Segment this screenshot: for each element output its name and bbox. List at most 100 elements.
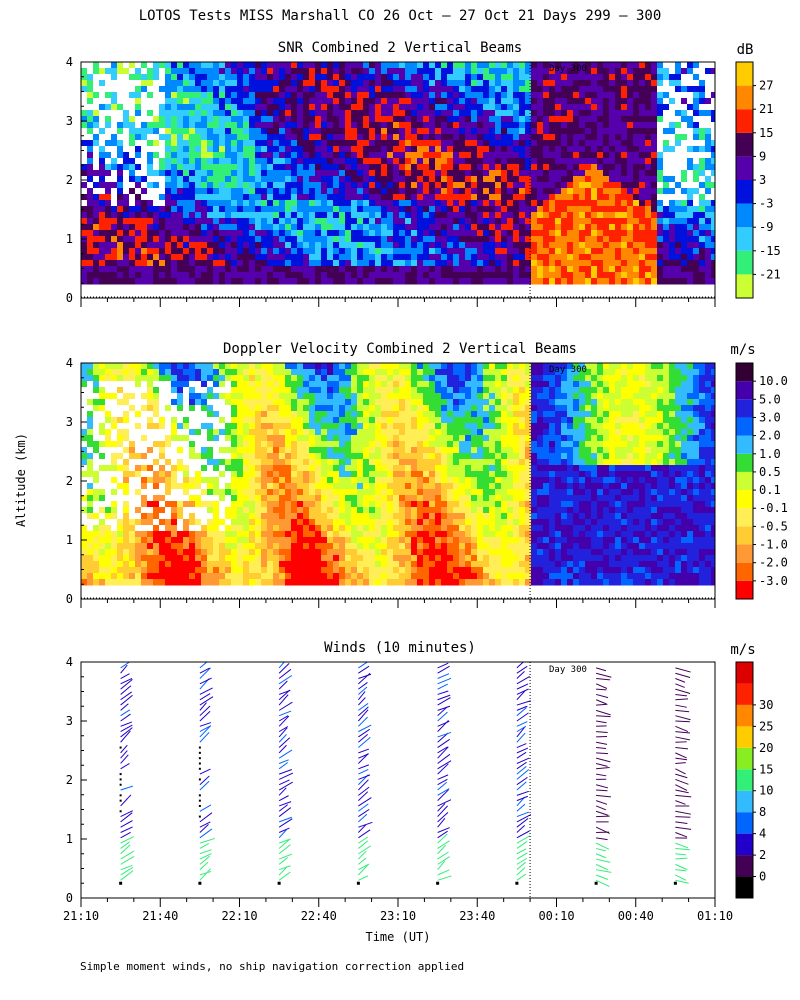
y-axis-label: Altitude (km): [14, 433, 28, 527]
snr-cell: [489, 104, 496, 111]
snr-cell: [483, 188, 490, 195]
snr-cell: [453, 110, 460, 117]
snr-cell: [111, 134, 118, 141]
snr-cell: [699, 194, 706, 201]
snr-cell: [219, 68, 226, 75]
doppler-cell: [81, 405, 88, 412]
doppler-cell: [81, 525, 88, 532]
doppler-cell: [177, 405, 184, 412]
snr-cell: [135, 188, 142, 195]
snr-cell: [87, 152, 94, 159]
snr-cell: [81, 122, 88, 129]
snr-cell: [519, 254, 526, 261]
snr-cell: [177, 242, 184, 249]
snr-cell: [567, 236, 574, 243]
snr-cell: [237, 254, 244, 261]
snr-cell: [291, 212, 298, 219]
doppler-cell: [219, 387, 226, 394]
doppler-cell: [183, 405, 190, 412]
doppler-cell: [189, 405, 196, 412]
snr-cell: [567, 140, 574, 147]
snr-cell: [177, 146, 184, 153]
snr-cell: [681, 140, 688, 147]
snr-cell: [261, 152, 268, 159]
snr-cell: [123, 68, 130, 75]
snr-cell: [699, 122, 706, 129]
snr-cell: [231, 182, 238, 189]
snr-cell: [117, 182, 124, 189]
snr-cell: [711, 74, 715, 81]
snr-cell: [357, 164, 364, 171]
snr-cell: [687, 140, 694, 147]
snr-cell: [327, 224, 334, 231]
doppler-cell: [153, 453, 160, 460]
snr-cell: [351, 98, 358, 105]
snr-cell: [183, 146, 190, 153]
snr-cell: [669, 260, 676, 267]
snr-cell: [465, 182, 472, 189]
snr-cell: [165, 104, 172, 111]
snr-cell: [369, 242, 376, 249]
snr-cell: [459, 158, 466, 165]
snr-cell: [141, 110, 148, 117]
snr-cell: [285, 80, 292, 87]
snr-cell: [579, 248, 586, 255]
snr-cell: [483, 152, 490, 159]
doppler-cell: [135, 393, 142, 400]
snr-cell: [297, 170, 304, 177]
doppler-cell: [159, 489, 166, 496]
snr-cell: [339, 188, 346, 195]
snr-cell: [363, 128, 370, 135]
colorbar-swatch: [736, 85, 753, 110]
snr-cell: [171, 86, 178, 93]
snr-cell: [195, 104, 202, 111]
snr-cell: [177, 116, 184, 123]
snr-cell: [519, 260, 526, 267]
snr-cell: [447, 134, 454, 141]
snr-cell: [489, 164, 496, 171]
snr-cell: [321, 62, 328, 69]
doppler-cell: [183, 447, 190, 454]
snr-cell: [603, 134, 610, 141]
snr-cell: [417, 212, 424, 219]
doppler-cell: [159, 381, 166, 388]
doppler-cell: [141, 417, 148, 424]
snr-cell: [129, 278, 136, 285]
doppler-cell: [93, 489, 100, 496]
doppler-cell: [219, 405, 226, 412]
snr-cell: [657, 62, 664, 69]
doppler-cell: [87, 507, 94, 514]
doppler-cell: [237, 477, 244, 484]
doppler-cell: [153, 369, 160, 376]
doppler-cell: [195, 453, 202, 460]
snr-cell: [645, 140, 652, 147]
snr-cell: [117, 200, 124, 207]
snr-cell: [459, 194, 466, 201]
snr-cell: [171, 110, 178, 117]
snr-cell: [87, 122, 94, 129]
colorbar-label: 15: [759, 126, 773, 140]
snr-cell: [153, 212, 160, 219]
snr-cell: [423, 128, 430, 135]
snr-cell: [615, 170, 622, 177]
snr-cell: [363, 194, 370, 201]
snr-cell: [147, 164, 154, 171]
snr-cell: [399, 242, 406, 249]
doppler-cell: [231, 411, 238, 418]
snr-cell: [597, 194, 604, 201]
snr-cell: [177, 230, 184, 237]
snr-cell: [609, 200, 616, 207]
snr-cell: [621, 224, 628, 231]
snr-cell: [561, 242, 568, 249]
doppler-cell: [189, 513, 196, 520]
snr-cell: [147, 68, 154, 75]
snr-cell: [375, 182, 382, 189]
snr-cell: [177, 110, 184, 117]
doppler-cell: [225, 561, 232, 568]
snr-cell: [645, 218, 652, 225]
snr-cell: [87, 62, 94, 69]
snr-cell: [153, 68, 160, 75]
snr-cell: [135, 140, 142, 147]
snr-cell: [501, 254, 508, 261]
doppler-cell: [111, 531, 118, 538]
